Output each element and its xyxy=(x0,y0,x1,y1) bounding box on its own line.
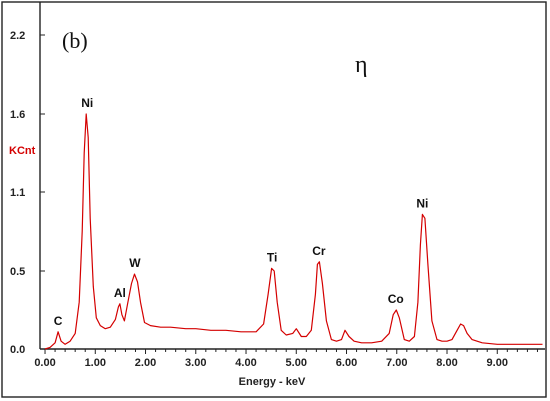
peak-label-ti: Ti xyxy=(267,250,277,264)
phase-label: η xyxy=(355,52,368,78)
peak-label-ni: Ni xyxy=(81,96,93,110)
peak-label-al: Al xyxy=(114,286,126,300)
x-tick-label: 8.00 xyxy=(436,357,457,369)
x-axis-title: Energy - keV xyxy=(239,376,306,388)
peak-label-cr: Cr xyxy=(312,244,326,258)
peak-labels: C Ni Al W Ti Cr Co Ni xyxy=(54,96,429,328)
x-tick-label: 3.00 xyxy=(185,357,206,369)
peak-label-c: C xyxy=(54,314,63,328)
y-axis-unit: KCnt xyxy=(9,145,36,157)
spectrum-line xyxy=(44,113,543,350)
y-tick-label: 0.0 xyxy=(10,344,25,356)
peak-label-co: Co xyxy=(388,292,404,306)
x-tick-label: 5.00 xyxy=(286,357,307,369)
peak-label-ni: Ni xyxy=(416,196,428,210)
y-tick-label: 0.5 xyxy=(10,266,25,278)
x-tick-label: 9.00 xyxy=(487,357,508,369)
x-tick-label: 6.00 xyxy=(336,357,357,369)
axis-ticks: 0.00 1.00 2.00 3.00 4.00 5.00 6.00 7.00 8.00 9.00… xyxy=(10,30,538,369)
x-tick-label: 2.00 xyxy=(135,357,156,369)
panel-label: (b) xyxy=(62,28,88,53)
y-tick-label: 1.6 xyxy=(10,109,25,121)
x-tick-label: 4.00 xyxy=(235,357,256,369)
x-tick-label: 7.00 xyxy=(386,357,407,369)
y-tick-label: 1.1 xyxy=(10,187,25,199)
y-tick-label: 2.2 xyxy=(10,30,25,42)
peak-label-w: W xyxy=(129,256,141,270)
x-tick-label: 1.00 xyxy=(85,357,106,369)
x-tick-label: 0.00 xyxy=(34,357,55,369)
